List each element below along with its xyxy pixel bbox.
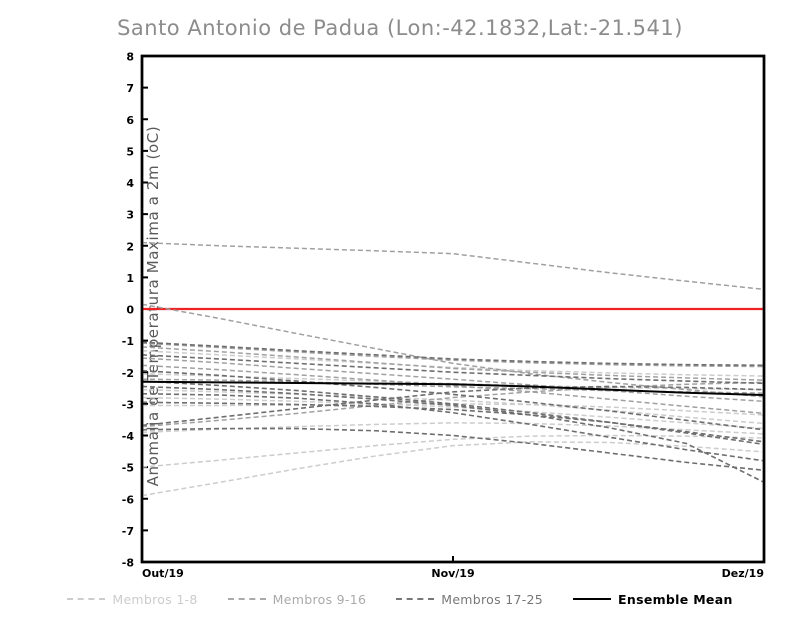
y-tick-label: 3: [126, 209, 134, 222]
y-tick-label: -5: [122, 462, 134, 475]
x-tick-label: Nov/19: [431, 567, 474, 580]
y-tick-label: -6: [122, 493, 135, 506]
chart-legend: Membros 1-8 Membros 9-16 Membros 17-25 E…: [0, 588, 800, 610]
member-line: [141, 422, 765, 435]
member-line: [141, 441, 765, 497]
plot-frame-top: [140, 54, 766, 564]
y-tick-label: -7: [122, 525, 134, 538]
y-tick-label: -8: [122, 557, 134, 570]
member-line: [141, 396, 765, 430]
member-line: [141, 381, 765, 428]
member-line: [141, 341, 765, 367]
x-tick-label: Dez/19: [722, 567, 764, 580]
y-tick-label: 5: [126, 145, 134, 158]
legend-item-membros-1-8[interactable]: Membros 1-8: [67, 592, 197, 607]
y-tick-label: 8: [126, 51, 134, 64]
legend-label-membros-17-25: Membros 17-25: [441, 591, 544, 607]
member-line: [141, 427, 765, 472]
member-line: [141, 354, 765, 385]
member-line: [141, 392, 765, 462]
member-line: [141, 385, 765, 484]
y-tick-label: 1: [126, 272, 134, 285]
ensemble-mean-line: [141, 380, 765, 397]
member-line: [141, 241, 765, 291]
legend-item-membros-9-16[interactable]: Membros 9-16: [227, 591, 367, 607]
legend-swatch-membros-17-25: [396, 598, 435, 600]
legend-swatch-membros-1-8: [67, 598, 106, 600]
member-line: [141, 380, 765, 446]
legend-swatch-ensemble-mean: [573, 598, 612, 600]
member-line: [141, 369, 765, 431]
member-line: [141, 303, 765, 398]
y-tick-label: 0: [126, 304, 134, 317]
legend-item-ensemble-mean[interactable]: Ensemble Mean: [573, 592, 733, 607]
y-tick-label: 7: [126, 82, 134, 95]
legend-label-membros-9-16: Membros 9-16: [272, 591, 367, 607]
y-tick-label: -1: [122, 335, 134, 348]
member-line: [141, 364, 765, 415]
y-tick-label: -4: [122, 430, 135, 443]
y-tick-label: -2: [122, 367, 134, 380]
legend-label-membros-1-8: Membros 1-8: [112, 591, 198, 607]
page-title: Santo Antonio de Padua (Lon:-42.1832,Lat…: [117, 16, 683, 40]
y-tick-label: 2: [126, 240, 134, 253]
member-line: [141, 434, 765, 468]
legend-label-ensemble-mean: Ensemble Mean: [618, 591, 733, 607]
y-tick-label: -3: [122, 398, 134, 411]
y-tick-label: 4: [126, 177, 134, 190]
y-tick-label: 6: [126, 114, 134, 127]
member-line: [141, 385, 765, 427]
legend-swatch-membros-9-16: [227, 598, 266, 600]
legend-item-membros-17-25[interactable]: Membros 17-25: [396, 592, 543, 607]
x-tick-label: Out/19: [142, 567, 184, 580]
